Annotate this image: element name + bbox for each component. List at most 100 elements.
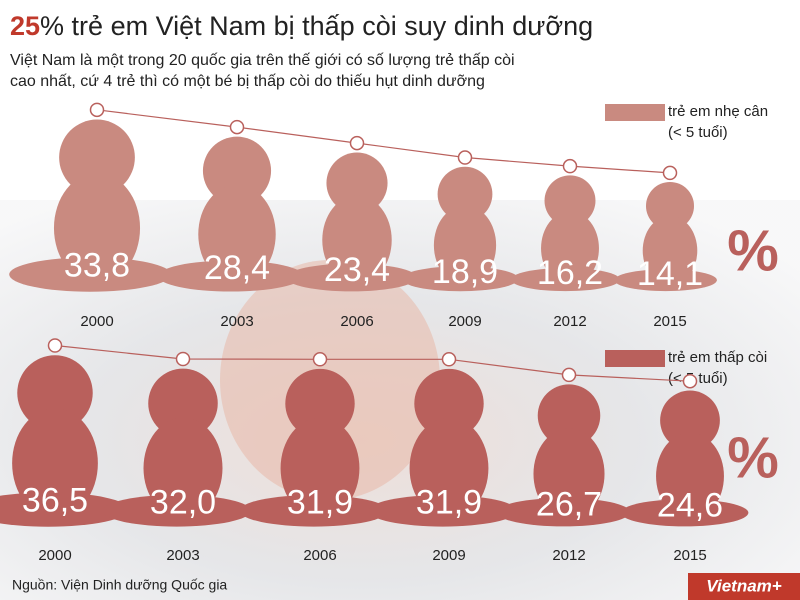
baby-legs: [0, 492, 129, 527]
baby-legs: [286, 263, 417, 292]
baby-head: [437, 166, 493, 222]
title-highlight: 25: [10, 11, 40, 41]
baby-legs: [510, 267, 620, 292]
unit-label: %: [727, 425, 779, 490]
trend-point: [457, 150, 473, 165]
baby-legs: [158, 260, 304, 292]
trend-point: [312, 352, 328, 367]
value-label: 32,0: [150, 483, 216, 521]
x-tick-label: 2000: [38, 547, 71, 564]
x-tick-label: 2009: [448, 313, 481, 330]
baby-icon: [620, 390, 749, 527]
logo-box: [688, 573, 800, 600]
x-tick-label: 2009: [432, 547, 465, 564]
baby-body: [541, 211, 599, 286]
baby-icon: [496, 384, 631, 527]
legend-swatch: [605, 350, 665, 367]
baby-head: [414, 368, 484, 439]
trend-point: [662, 165, 678, 181]
x-tick-label: 2015: [653, 313, 686, 330]
trend-point: [441, 352, 457, 367]
baby-head: [645, 181, 695, 230]
trend-point: [562, 158, 578, 174]
value-label: 26,7: [536, 486, 602, 524]
baby-head: [285, 368, 355, 439]
baby-icon: [401, 166, 519, 292]
x-tick-label: 2006: [303, 547, 336, 564]
trend-point: [47, 338, 63, 353]
baby-body: [53, 172, 141, 284]
baby-legs: [239, 495, 388, 527]
trend-point: [175, 351, 191, 367]
baby-body: [409, 417, 489, 519]
value-label: 28,4: [204, 249, 270, 287]
trend-point: [89, 102, 105, 118]
baby-body: [533, 428, 605, 520]
legend-swatch: [605, 104, 665, 121]
baby-head: [326, 152, 388, 214]
baby-legs: [496, 498, 631, 527]
x-tick-label: 2012: [553, 313, 586, 330]
baby-icon: [614, 181, 717, 292]
baby-head: [59, 119, 135, 196]
baby-icon: [286, 152, 417, 292]
value-label: 33,8: [64, 247, 130, 285]
x-tick-label: 2006: [340, 313, 373, 330]
baby-body: [280, 417, 360, 519]
baby-icon: [0, 355, 129, 527]
value-label: 36,5: [22, 482, 88, 520]
value-label: 14,1: [637, 255, 703, 293]
baby-legs: [102, 494, 251, 527]
x-tick-label: 2003: [220, 313, 253, 330]
x-tick-label: 2015: [673, 547, 706, 564]
chart-title: 25% trẻ em Việt Nam bị thấp còi suy dinh…: [10, 11, 593, 41]
legend-note: (< 5 tuổi): [668, 370, 728, 387]
baby-head: [544, 175, 596, 227]
value-label: 16,2: [537, 254, 603, 292]
subtitle: cao nhất, cứ 4 trẻ thì có một bé bị thấp…: [10, 73, 485, 90]
trend-line: [54, 344, 691, 382]
baby-legs: [620, 499, 749, 527]
x-tick-label: 2012: [552, 547, 585, 564]
trend-line: [96, 109, 671, 174]
trend-point: [229, 119, 245, 135]
baby-body: [322, 195, 392, 285]
value-label: 23,4: [324, 251, 390, 289]
baby-head: [537, 384, 601, 447]
value-label: 31,9: [287, 483, 353, 521]
source: Nguồn: Viện Dinh dưỡng Quốc gia: [12, 577, 227, 593]
title-text: % trẻ em Việt Nam bị thấp còi suy dinh d…: [40, 11, 593, 41]
baby-head: [17, 355, 93, 431]
value-label: 24,6: [657, 486, 723, 524]
baby-legs: [368, 495, 517, 527]
baby-icon: [239, 368, 388, 527]
baby-icon: [102, 368, 251, 527]
baby-head: [148, 368, 218, 439]
baby-body: [12, 408, 98, 519]
x-tick-label: 2003: [166, 547, 199, 564]
baby-icon: [9, 119, 172, 292]
subtitle: Việt Nam là một trong 20 quốc gia trên t…: [10, 52, 515, 69]
baby-head: [202, 136, 272, 205]
logo: Vietnam+: [706, 576, 782, 595]
baby-body: [143, 417, 223, 519]
trend-point: [349, 135, 365, 151]
baby-body: [433, 205, 497, 286]
x-tick-label: 2000: [80, 313, 113, 330]
baby-legs: [9, 257, 172, 292]
unit-label: %: [727, 218, 779, 283]
baby-icon: [158, 136, 304, 292]
baby-icon: [510, 175, 620, 292]
baby-icon: [368, 368, 517, 527]
legend-label: trẻ em thấp còi: [668, 349, 767, 366]
baby-legs: [614, 269, 717, 292]
trend-point: [561, 367, 577, 383]
baby-body: [642, 215, 698, 286]
baby-body: [656, 432, 724, 520]
baby-head: [660, 390, 720, 451]
value-label: 18,9: [432, 253, 498, 291]
trend-point: [682, 373, 698, 389]
legend-note: (< 5 tuổi): [668, 124, 728, 141]
baby-body: [198, 184, 276, 284]
